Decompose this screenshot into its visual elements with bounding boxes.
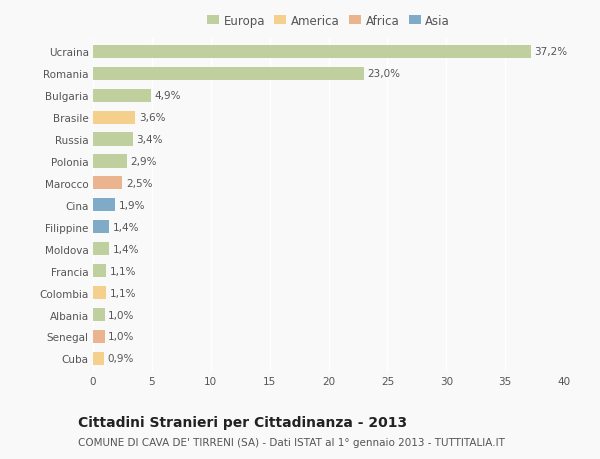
Text: 1,0%: 1,0% (109, 332, 134, 342)
Legend: Europa, America, Africa, Asia: Europa, America, Africa, Asia (205, 12, 452, 30)
Text: COMUNE DI CAVA DE' TIRRENI (SA) - Dati ISTAT al 1° gennaio 2013 - TUTTITALIA.IT: COMUNE DI CAVA DE' TIRRENI (SA) - Dati I… (78, 437, 505, 447)
Text: 1,1%: 1,1% (109, 288, 136, 298)
Text: 37,2%: 37,2% (535, 47, 568, 57)
Bar (93, 308, 105, 321)
Text: 1,0%: 1,0% (109, 310, 134, 320)
Bar (93, 221, 109, 234)
Bar (93, 264, 106, 278)
Text: 1,1%: 1,1% (109, 266, 136, 276)
Text: 1,9%: 1,9% (119, 201, 145, 210)
Bar (93, 111, 136, 124)
Text: 2,9%: 2,9% (131, 157, 157, 167)
Bar (93, 90, 151, 102)
Text: 1,4%: 1,4% (113, 222, 140, 232)
Bar (93, 199, 115, 212)
Bar (93, 352, 104, 365)
Bar (93, 286, 106, 300)
Bar (93, 330, 105, 343)
Text: 2,5%: 2,5% (126, 179, 152, 189)
Text: 4,9%: 4,9% (154, 91, 181, 101)
Text: 23,0%: 23,0% (367, 69, 400, 79)
Bar (93, 155, 127, 168)
Text: 3,6%: 3,6% (139, 113, 166, 123)
Bar (93, 67, 364, 81)
Text: Cittadini Stranieri per Cittadinanza - 2013: Cittadini Stranieri per Cittadinanza - 2… (78, 415, 407, 429)
Text: 0,9%: 0,9% (107, 354, 134, 364)
Bar (93, 45, 531, 59)
Bar (93, 133, 133, 146)
Text: 1,4%: 1,4% (113, 244, 140, 254)
Bar (93, 243, 109, 256)
Bar (93, 177, 122, 190)
Text: 3,4%: 3,4% (137, 135, 163, 145)
